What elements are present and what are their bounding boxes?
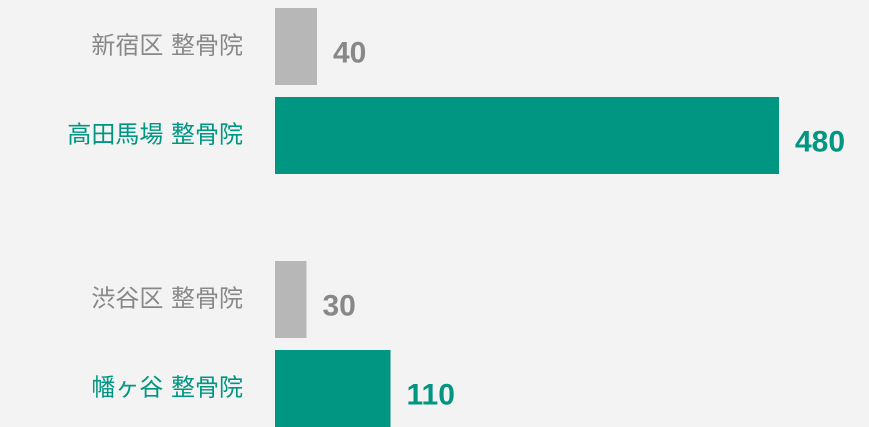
value-label: 40 — [333, 36, 366, 69]
value-label: 30 — [323, 289, 356, 322]
category-label: 高田馬場 整骨院 — [67, 121, 243, 149]
category-label: 幡ヶ谷 整骨院 — [91, 374, 243, 402]
value-label: 480 — [795, 125, 845, 158]
bar — [275, 261, 307, 338]
category-label: 新宿区 整骨院 — [91, 32, 243, 60]
bar — [275, 8, 317, 85]
value-label: 110 — [407, 378, 455, 411]
category-label: 渋谷区 整骨院 — [91, 285, 243, 313]
bar — [275, 97, 779, 174]
bar — [275, 350, 391, 427]
